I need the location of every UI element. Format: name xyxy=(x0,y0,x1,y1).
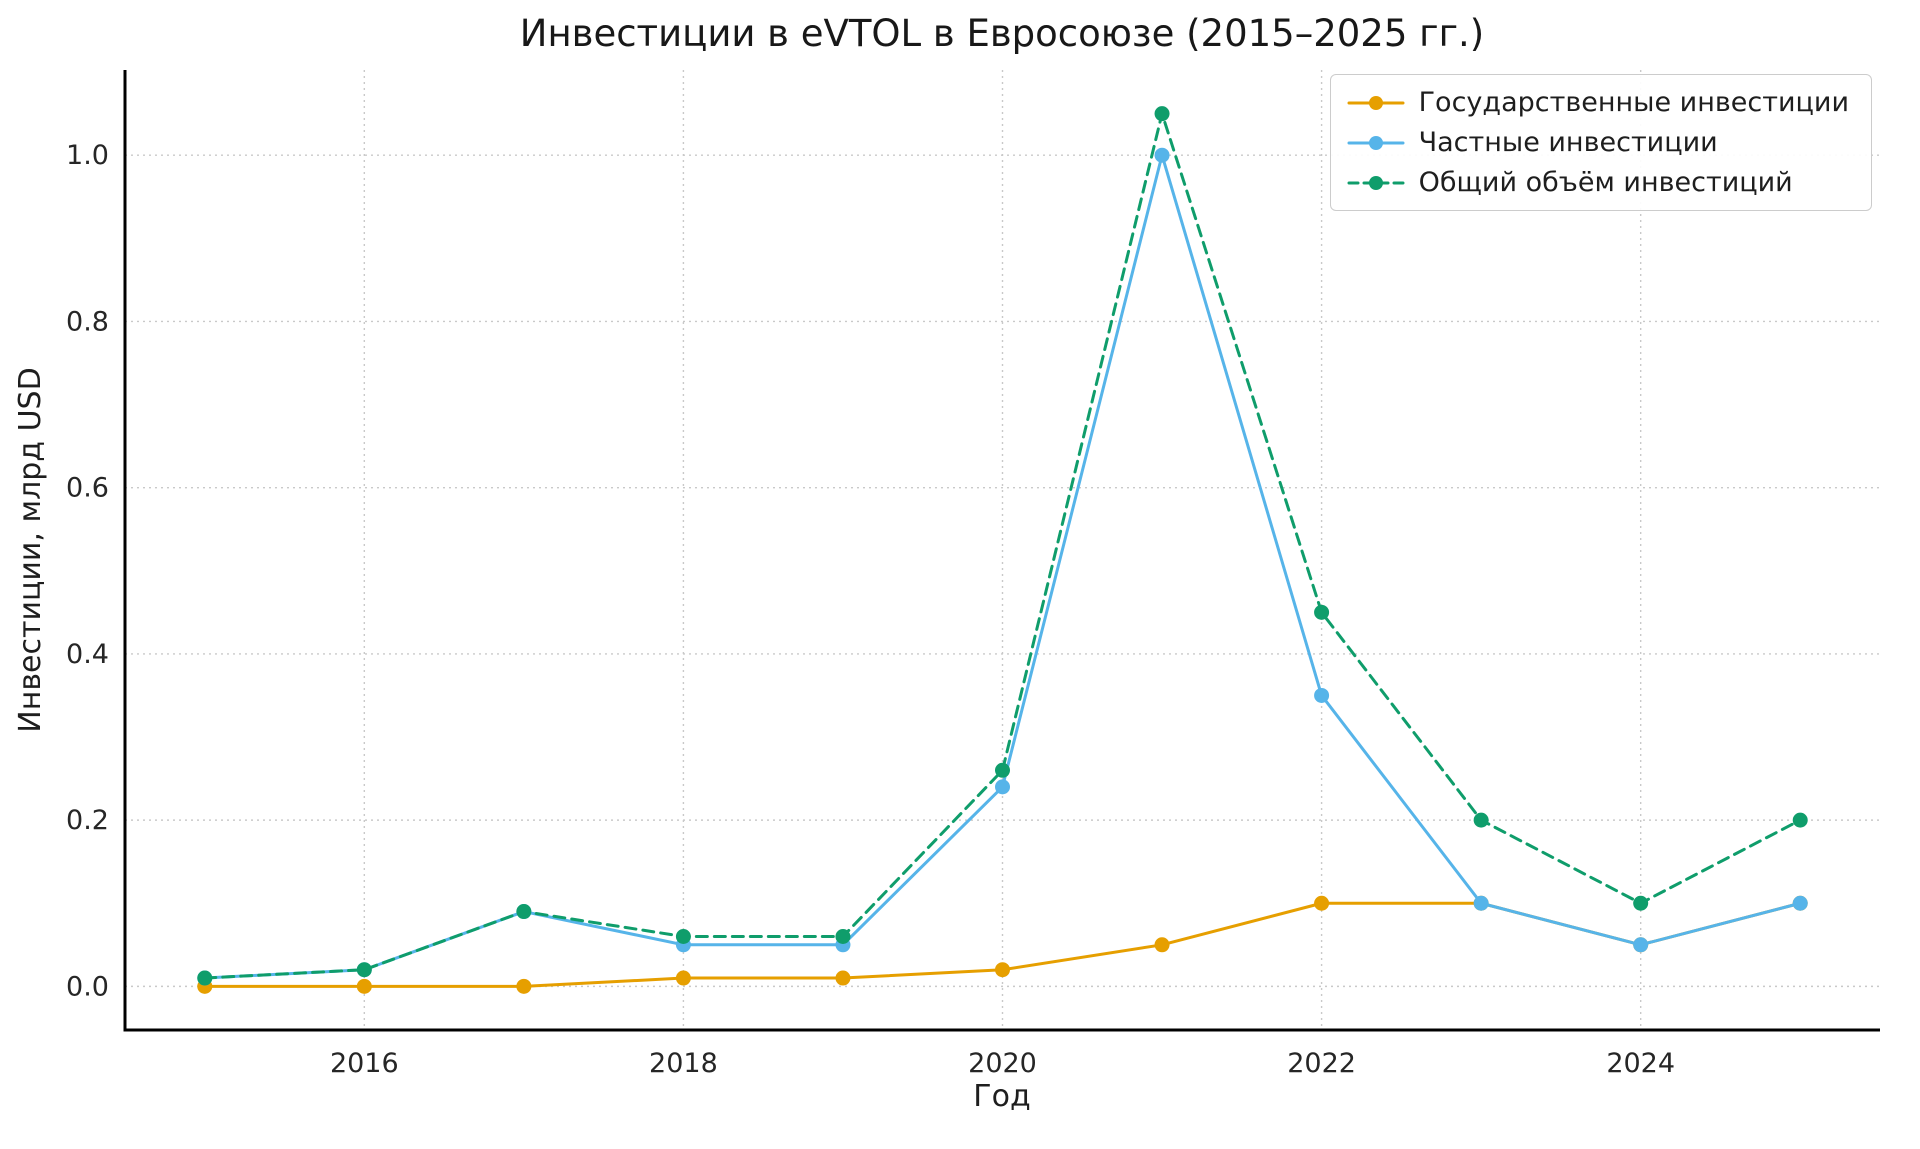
legend-line-sample-icon xyxy=(1347,175,1405,190)
data-point-series-1 xyxy=(1633,937,1649,953)
y-axis-label: Инвестиции, млрд USD xyxy=(13,367,48,732)
data-point-series-1 xyxy=(1473,895,1489,911)
data-point-series-2 xyxy=(835,928,851,944)
data-point-series-0 xyxy=(835,970,851,986)
series-line-1 xyxy=(203,153,1802,980)
y-tick-label: 0.6 xyxy=(66,473,109,504)
data-point-series-2 xyxy=(1314,604,1330,620)
data-point-series-2 xyxy=(516,904,532,920)
data-point-series-1 xyxy=(1154,147,1170,163)
legend: Государственные инвестиции Частные инвест… xyxy=(1329,74,1872,211)
data-point-series-1 xyxy=(995,779,1010,795)
legend-line-sample-icon xyxy=(1347,95,1405,110)
y-tick-label: 0.2 xyxy=(66,805,109,836)
y-tick-label: 0.4 xyxy=(66,639,109,670)
axes-spines xyxy=(123,70,1880,1032)
x-tick-label: 2016 xyxy=(330,1048,399,1079)
data-point-series-2 xyxy=(1154,106,1170,122)
legend-entry-0: Государственные инвестиции xyxy=(1347,87,1849,118)
legend-entry-1: Частные инвестиции xyxy=(1347,127,1849,158)
legend-label-2: Общий объём инвестиций xyxy=(1418,167,1793,198)
y-tick-label: 1.0 xyxy=(66,140,109,171)
x-tick-label: 2018 xyxy=(649,1048,718,1079)
data-point-series-0 xyxy=(995,962,1010,978)
data-point-series-1 xyxy=(1314,687,1330,703)
x-tick-label: 2020 xyxy=(968,1048,1037,1079)
tick-labels: 2016 2018 2020 2022 2024 0.0 0.2 0.4 0.6 0.8 1.0 xyxy=(66,140,1675,1079)
data-point-series-2 xyxy=(1792,812,1808,828)
data-point-series-2 xyxy=(1473,812,1489,828)
chart-title: Инвестиции в eVTOL в Евросоюзе (2015–202… xyxy=(520,12,1484,55)
data-point-series-0 xyxy=(1314,895,1330,911)
data-point-series-2 xyxy=(675,928,691,944)
data-point-series-0 xyxy=(516,978,532,994)
y-tick-label: 0.0 xyxy=(66,971,109,1002)
legend-label-1: Частные инвестиции xyxy=(1418,127,1718,158)
data-point-series-2 xyxy=(1633,895,1649,911)
x-tick-label: 2024 xyxy=(1606,1048,1675,1079)
data-point-series-2 xyxy=(356,962,372,978)
data-point-series-0 xyxy=(356,978,372,994)
y-tick-label: 0.8 xyxy=(66,306,109,337)
data-point-series-0 xyxy=(675,970,691,986)
legend-label-0: Государственные инвестиции xyxy=(1418,87,1849,118)
legend-line-sample-icon xyxy=(1347,135,1405,150)
data-point-series-0 xyxy=(1154,937,1170,953)
data-point-series-2 xyxy=(995,762,1010,778)
series-layer xyxy=(197,106,1808,994)
data-point-series-1 xyxy=(1792,895,1808,911)
legend-entry-2: Общий объём инвестиций xyxy=(1347,167,1849,198)
x-axis-label: Год xyxy=(973,1079,1030,1114)
data-point-series-2 xyxy=(197,970,213,986)
grid-layer xyxy=(125,70,1880,1030)
x-tick-label: 2022 xyxy=(1287,1048,1356,1079)
